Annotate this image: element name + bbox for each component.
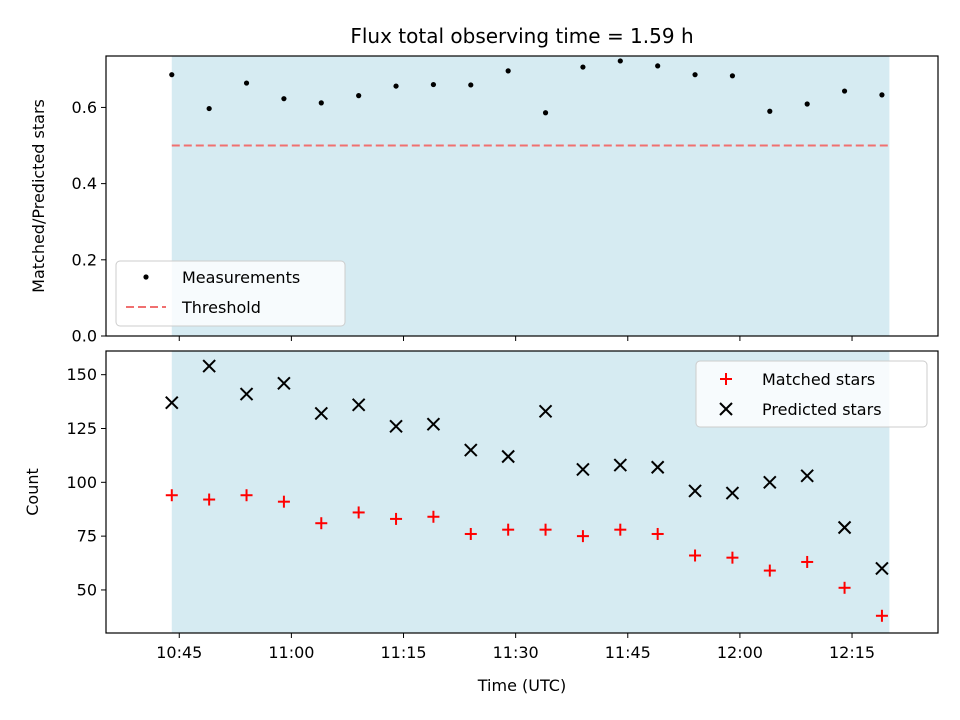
x-tick-label: 12:15 bbox=[829, 643, 875, 662]
measurement-point bbox=[505, 68, 511, 74]
predicted-star-point bbox=[314, 406, 328, 421]
legend-label-measurements: Measurements bbox=[182, 268, 300, 287]
measurement-point bbox=[879, 92, 885, 98]
x-tick-label: 11:45 bbox=[605, 643, 651, 662]
legend-label-threshold: Threshold bbox=[181, 298, 261, 317]
measurement-point bbox=[617, 58, 623, 64]
predicted-star-point bbox=[165, 395, 179, 410]
matched-star-point bbox=[390, 512, 403, 525]
bottom-panel: 50 75 100 125 150 10:45 11:00 11:15 11:30 11:45 1… bbox=[23, 350, 939, 695]
matched-star-point bbox=[464, 527, 477, 540]
matched-star-point bbox=[651, 527, 664, 540]
bottom-y-tick-label: 50 bbox=[77, 580, 97, 599]
predicted-star-point bbox=[763, 475, 777, 490]
legend-label-matched-stars: Matched stars bbox=[762, 370, 875, 389]
predicted-star-point bbox=[800, 469, 814, 483]
matched-star-point bbox=[427, 510, 440, 523]
matched-star-point bbox=[539, 523, 552, 536]
matched-star-point bbox=[352, 506, 365, 519]
legend-label-predicted-stars: Predicted stars bbox=[762, 400, 882, 419]
predicted-star-point bbox=[426, 417, 441, 431]
measurement-point bbox=[169, 72, 175, 78]
legend-marker-matched-stars bbox=[720, 373, 732, 385]
matched-star-point bbox=[726, 551, 739, 564]
measurement-point bbox=[318, 100, 324, 106]
bottom-y-tick-label: 150 bbox=[66, 365, 97, 384]
measurement-point bbox=[580, 64, 586, 70]
measurement-point bbox=[655, 63, 661, 69]
legend-marker-measurements bbox=[143, 274, 149, 280]
bottom-y-axis-label: Count bbox=[23, 468, 42, 516]
measurement-point bbox=[356, 93, 362, 99]
measurement-point bbox=[468, 82, 474, 88]
predicted-star-point bbox=[464, 443, 478, 457]
measurement-point bbox=[206, 105, 212, 112]
x-tick-label: 11:15 bbox=[380, 643, 426, 662]
bottom-plot-frame bbox=[105, 350, 939, 634]
bottom-y-tick-label: 75 bbox=[77, 527, 97, 546]
top-y-axis-label: Matched/Predicted stars bbox=[29, 99, 48, 293]
matched-star-point bbox=[576, 530, 589, 543]
predicted-star-point bbox=[501, 449, 515, 464]
matched-star-point bbox=[614, 523, 627, 536]
matched-star-point bbox=[165, 489, 178, 502]
x-tick-label: 10:45 bbox=[156, 643, 202, 662]
matched-star-point bbox=[203, 493, 216, 506]
x-axis-label: Time (UTC) bbox=[477, 676, 566, 695]
top-legend: Measurements Threshold bbox=[115, 260, 346, 327]
predicted-star-point bbox=[351, 398, 366, 412]
predicted-star-point bbox=[837, 520, 852, 535]
bottom-y-tick-label: 100 bbox=[66, 473, 97, 492]
matched-star-point bbox=[763, 564, 776, 577]
measurement-point bbox=[281, 96, 287, 102]
x-tick-label: 12:00 bbox=[717, 643, 763, 662]
measurement-point bbox=[841, 88, 848, 94]
x-tick-label: 11:00 bbox=[268, 643, 314, 662]
matched-star-point bbox=[240, 489, 253, 502]
predicted-star-point bbox=[202, 359, 216, 373]
measurement-point bbox=[804, 101, 810, 107]
predicted-star-point bbox=[688, 484, 702, 498]
measurement-point bbox=[767, 108, 773, 114]
predicted-star-point bbox=[576, 462, 590, 477]
predicted-star-point bbox=[277, 376, 291, 390]
top-y-tick-label: 0.4 bbox=[72, 174, 97, 193]
measurement-point bbox=[542, 110, 549, 116]
predicted-star-point bbox=[613, 458, 628, 472]
bottom-legend: Matched stars Predicted stars bbox=[695, 360, 928, 428]
matched-star-point bbox=[689, 549, 702, 562]
predicted-star-point bbox=[875, 561, 889, 576]
measurement-point bbox=[430, 81, 437, 88]
top-plot-frame bbox=[105, 55, 939, 337]
predicted-star-point bbox=[389, 419, 403, 434]
matched-star-point bbox=[315, 517, 328, 530]
predicted-star-point bbox=[725, 486, 740, 500]
top-y-tick-label: 0.2 bbox=[72, 250, 97, 269]
measurement-point bbox=[393, 83, 399, 89]
measurement-point bbox=[729, 73, 736, 79]
predicted-star-point bbox=[650, 460, 665, 474]
chart-title: Flux total observing time = 1.59 h bbox=[350, 24, 693, 48]
x-tick-label: 11:30 bbox=[493, 643, 539, 662]
bottom-y-tick-label: 125 bbox=[66, 419, 97, 438]
measurement-point bbox=[243, 80, 250, 86]
top-panel: 0.0 0.2 0.4 0.6 Matched/Predicted stars Mea… bbox=[29, 55, 939, 346]
legend-marker-predicted-stars bbox=[719, 402, 733, 416]
predicted-star-point bbox=[538, 404, 553, 418]
matched-star-point bbox=[277, 495, 290, 508]
matched-star-point bbox=[838, 581, 851, 594]
measurement-point bbox=[692, 72, 698, 78]
matched-star-point bbox=[801, 555, 814, 568]
predicted-star-point bbox=[239, 387, 254, 401]
matched-star-point bbox=[502, 523, 515, 536]
top-y-tick-label: 0.0 bbox=[72, 327, 97, 346]
matched-star-point bbox=[875, 609, 888, 622]
top-y-tick-label: 0.6 bbox=[72, 98, 97, 117]
